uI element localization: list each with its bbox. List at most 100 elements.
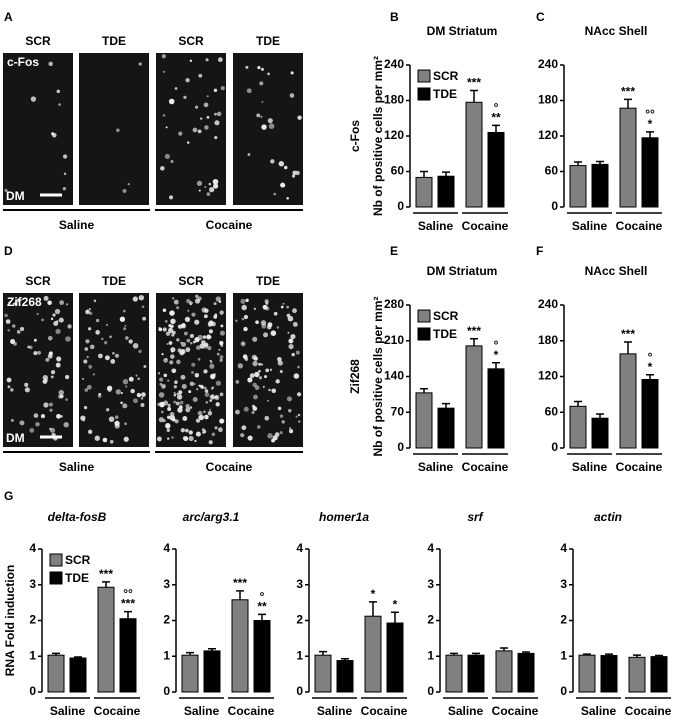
cell (122, 379, 129, 385)
cell (87, 429, 93, 435)
cell (214, 135, 218, 140)
y-tick-label: 140 (384, 369, 404, 383)
cell (286, 396, 293, 402)
cell (273, 311, 278, 316)
cell (215, 402, 220, 407)
group-label: Saline (59, 460, 95, 474)
bar (69, 657, 87, 693)
cell (176, 338, 180, 342)
error-bar (624, 341, 632, 354)
error-bar (596, 160, 604, 165)
column-label: SCR (178, 34, 204, 48)
cell (130, 388, 135, 394)
cell (170, 318, 176, 325)
cell (260, 363, 263, 366)
y-tick-label: 0 (427, 684, 434, 698)
cell (219, 392, 224, 397)
legend-swatch (49, 553, 63, 567)
cell (120, 401, 123, 405)
cell (253, 394, 258, 400)
group-label: Cocaine (616, 460, 663, 474)
cell (109, 335, 112, 339)
cell (187, 309, 190, 312)
cell (297, 365, 300, 369)
bar (465, 345, 483, 449)
bar (97, 586, 115, 693)
cell (7, 385, 11, 389)
cell (219, 330, 225, 336)
cell (247, 153, 251, 156)
cell (135, 374, 138, 377)
cell (255, 320, 259, 325)
y-tick-label: 60 (545, 404, 559, 418)
cell (279, 431, 283, 435)
cell (258, 362, 262, 366)
bar (253, 620, 271, 693)
cell (161, 353, 164, 356)
cell (162, 70, 166, 73)
cell (288, 338, 294, 344)
panel-letter: C (536, 10, 545, 24)
cell (209, 359, 212, 362)
error-bar (574, 400, 582, 407)
cell (52, 313, 56, 317)
cell (10, 339, 16, 345)
cell (206, 192, 211, 196)
bar (336, 660, 354, 693)
cell (288, 427, 292, 430)
cell (186, 338, 191, 343)
cell (169, 310, 175, 316)
cell (114, 415, 119, 419)
cell (265, 306, 270, 311)
cell (80, 415, 86, 421)
error-bar (574, 161, 582, 166)
cell (219, 310, 224, 315)
cell (105, 323, 108, 326)
bar (591, 163, 609, 208)
error-bar (646, 131, 654, 138)
bar (591, 417, 609, 449)
cell (185, 428, 189, 433)
bar (650, 656, 668, 693)
cell (252, 382, 257, 388)
cell (140, 403, 145, 408)
cell (178, 390, 183, 395)
cell (195, 294, 199, 298)
cell (83, 405, 88, 410)
legend-swatch (417, 309, 431, 323)
cell (243, 326, 248, 332)
cell (88, 308, 91, 311)
cell (262, 385, 265, 388)
cell (29, 345, 33, 350)
cell (185, 347, 191, 353)
cell (19, 420, 25, 426)
cell (168, 98, 175, 105)
cell (174, 419, 179, 424)
cell (65, 336, 71, 342)
cell (174, 87, 178, 90)
chart-title: delta-fosB (48, 510, 107, 524)
cell (180, 348, 186, 355)
cell (58, 103, 61, 106)
cell (48, 61, 53, 67)
cell (196, 388, 199, 391)
cell (219, 340, 224, 346)
cell (270, 159, 275, 164)
cell (58, 389, 64, 396)
cell (191, 312, 196, 317)
y-tick-label: 3 (296, 577, 303, 591)
bar (628, 656, 646, 693)
y-tick-label: 0 (29, 684, 36, 698)
cell (59, 300, 65, 305)
y-tick-label: 60 (545, 164, 559, 178)
cell (37, 350, 42, 355)
group-label: Saline (572, 219, 608, 233)
cell (252, 360, 258, 367)
cell (173, 400, 177, 404)
cell (282, 302, 285, 305)
legend-swatch (417, 327, 431, 341)
group-label: Cocaine (206, 218, 253, 232)
cell (292, 170, 297, 175)
cell (288, 409, 292, 413)
cell (198, 189, 201, 192)
